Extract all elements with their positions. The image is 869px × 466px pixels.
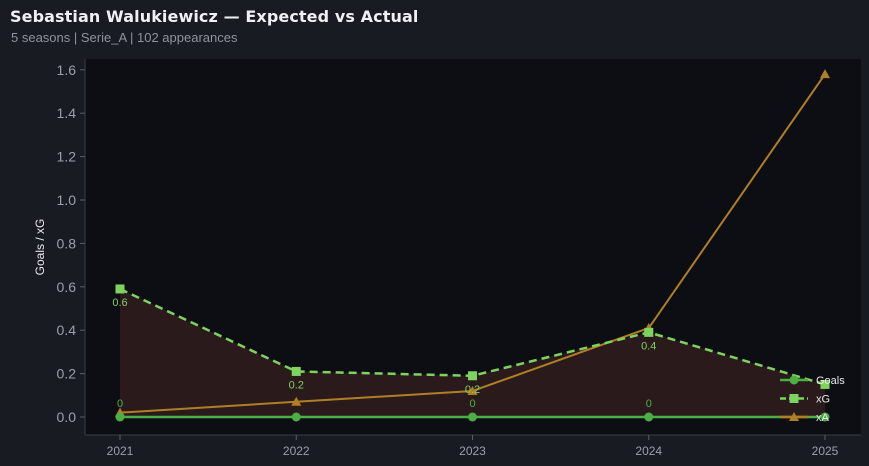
xg-gap-area <box>120 288 825 417</box>
legend-swatch-marker <box>789 412 799 421</box>
goals-data-label: 0 <box>646 398 652 410</box>
xg-data-label: 0.2 <box>289 379 304 391</box>
xg-data-label: 0.6 <box>112 297 127 309</box>
xa-point <box>291 396 302 406</box>
y-tick-label: 0.4 <box>57 322 77 338</box>
y-tick-label: 0.0 <box>57 409 77 425</box>
x-tick-label: 2022 <box>283 444 310 458</box>
legend-label: xG <box>816 394 830 406</box>
xg-point <box>115 284 125 294</box>
y-tick-label: 1.2 <box>57 149 77 165</box>
legend: Goals xG xA <box>780 375 845 424</box>
legend-label: xA <box>816 412 830 424</box>
xg-point <box>644 327 654 337</box>
goals-data-label: 0 <box>117 398 123 410</box>
y-tick-label: 0.6 <box>57 279 77 295</box>
y-axis-label: Goals / xG <box>33 219 47 276</box>
goals-point <box>820 412 830 422</box>
goals-point <box>115 412 125 422</box>
xa-point <box>467 385 478 395</box>
chart-subtitle: 5 seasons | Serie_A | 102 appearances <box>11 30 238 45</box>
chart-title: Sebastian Walukiewicz — Expected vs Actu… <box>10 7 419 26</box>
legend-label: Goals <box>816 375 845 387</box>
xa-point <box>820 69 830 79</box>
xg-data-label: 0.2 <box>465 384 480 396</box>
legend-swatch-marker <box>789 394 799 403</box>
x-tick-label: 2023 <box>459 444 486 458</box>
goals-point <box>468 412 477 422</box>
x-tick-label: 2025 <box>812 444 839 458</box>
y-ticks: 0.0 0.2 0.4 0.6 0.8 1.0 1.2 1.4 1.6 <box>57 62 85 425</box>
xg-point <box>820 379 830 389</box>
x-ticks: 2021 2022 2023 2024 2025 <box>107 435 839 458</box>
y-tick-label: 1.6 <box>57 62 77 78</box>
y-tick-label: 0.2 <box>57 366 77 382</box>
x-tick-label: 2024 <box>635 444 662 458</box>
y-tick-label: 1.4 <box>57 105 77 121</box>
gap-shading <box>120 288 825 417</box>
legend-swatch-marker <box>789 375 799 385</box>
series-group <box>115 69 830 422</box>
xg-point <box>291 366 301 376</box>
xg-point <box>468 371 477 381</box>
y-tick-label: 0.8 <box>57 235 77 251</box>
goals-point <box>291 412 301 422</box>
x-tick-label: 2021 <box>107 444 134 458</box>
goals-point <box>644 412 654 422</box>
data-labels: 0 0 0 0.6 0.2 0.2 0.4 <box>112 297 656 410</box>
y-tick-label: 1.0 <box>57 192 77 208</box>
goals-data-label: 0 <box>469 398 475 410</box>
xg-data-label: 0.4 <box>641 340 656 352</box>
